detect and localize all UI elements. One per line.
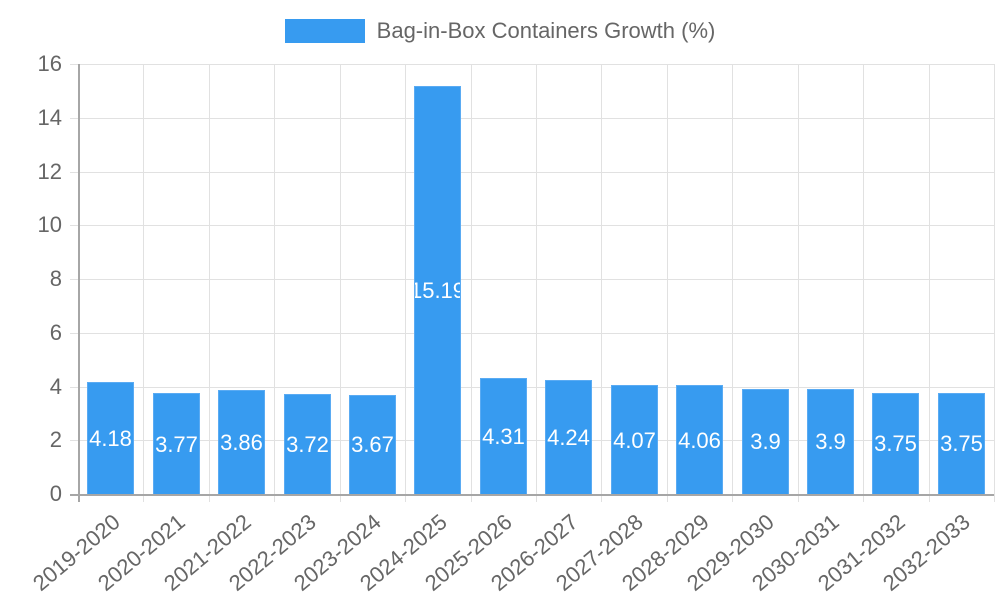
y-axis-line bbox=[78, 64, 80, 502]
y-tick-label: 2 bbox=[49, 427, 62, 452]
gridline-horizontal bbox=[70, 172, 994, 173]
bar-2028-2029[interactable]: 4.06 bbox=[676, 385, 723, 494]
gridline-horizontal bbox=[70, 333, 994, 334]
gridline-horizontal bbox=[70, 64, 994, 65]
bar-value-label: 15.19 bbox=[415, 278, 460, 303]
gridline-vertical bbox=[994, 64, 995, 502]
gridline-vertical bbox=[732, 64, 733, 502]
bar-2030-2031[interactable]: 3.9 bbox=[807, 389, 854, 494]
bar-value-label: 4.18 bbox=[89, 426, 132, 451]
legend[interactable]: Bag-in-Box Containers Growth (%) bbox=[0, 18, 1000, 44]
y-tick-label: 14 bbox=[37, 105, 62, 130]
gridline-vertical bbox=[798, 64, 799, 502]
y-tick-label: 0 bbox=[49, 481, 62, 506]
y-tick-label: 10 bbox=[37, 212, 62, 237]
bar-value-label: 4.07 bbox=[613, 428, 656, 453]
bar-2020-2021[interactable]: 3.77 bbox=[153, 393, 200, 494]
bar-2031-2032[interactable]: 3.75 bbox=[872, 393, 919, 494]
bar-2019-2020[interactable]: 4.18 bbox=[87, 382, 134, 494]
legend-label[interactable]: Bag-in-Box Containers Growth (%) bbox=[376, 18, 716, 43]
bar-2025-2026[interactable]: 4.31 bbox=[480, 378, 527, 494]
bar-value-label: 3.72 bbox=[286, 432, 329, 457]
bar-2024-2025[interactable]: 15.19 bbox=[414, 86, 461, 494]
bar-value-label: 4.31 bbox=[482, 424, 525, 449]
gridline-horizontal bbox=[70, 387, 994, 388]
bar-2023-2024[interactable]: 3.67 bbox=[349, 395, 396, 494]
gridline-vertical bbox=[471, 64, 472, 502]
bar-value-label: 3.9 bbox=[750, 429, 781, 454]
bar-2026-2027[interactable]: 4.24 bbox=[545, 380, 592, 494]
bar-value-label: 3.86 bbox=[220, 430, 263, 455]
bar-2021-2022[interactable]: 3.86 bbox=[218, 390, 265, 494]
bar-value-label: 3.67 bbox=[351, 432, 394, 457]
y-tick-label: 12 bbox=[37, 159, 62, 184]
gridline-vertical bbox=[340, 64, 341, 502]
bar-value-label: 3.9 bbox=[815, 429, 846, 454]
gridline-vertical bbox=[863, 64, 864, 502]
bar-2029-2030[interactable]: 3.9 bbox=[742, 389, 789, 494]
gridline-vertical bbox=[274, 64, 275, 502]
gridline-vertical bbox=[929, 64, 930, 502]
gridline-vertical bbox=[601, 64, 602, 502]
bar-value-label: 4.24 bbox=[547, 425, 590, 450]
bar-2027-2028[interactable]: 4.07 bbox=[611, 385, 658, 494]
bar-value-label: 4.06 bbox=[678, 428, 721, 453]
bar-2032-2033[interactable]: 3.75 bbox=[938, 393, 985, 494]
y-tick-label: 16 bbox=[37, 51, 62, 76]
gridline-horizontal bbox=[70, 225, 994, 226]
bar-2022-2023[interactable]: 3.72 bbox=[284, 394, 331, 494]
legend-swatch[interactable] bbox=[284, 19, 365, 43]
y-tick-label: 4 bbox=[49, 374, 62, 399]
gridline-horizontal bbox=[70, 279, 994, 280]
bar-value-label: 3.75 bbox=[940, 431, 983, 456]
bar-value-label: 3.77 bbox=[155, 432, 198, 457]
gridline-horizontal bbox=[70, 118, 994, 119]
gridline-vertical bbox=[209, 64, 210, 502]
gridline-vertical bbox=[405, 64, 406, 502]
gridline-vertical bbox=[143, 64, 144, 502]
y-tick-label: 6 bbox=[49, 320, 62, 345]
gridline-horizontal bbox=[70, 440, 994, 441]
gridline-vertical bbox=[536, 64, 537, 502]
gridline-vertical bbox=[667, 64, 668, 502]
y-tick-label: 8 bbox=[49, 266, 62, 291]
x-axis-line bbox=[70, 494, 994, 496]
bar-value-label: 3.75 bbox=[874, 431, 917, 456]
